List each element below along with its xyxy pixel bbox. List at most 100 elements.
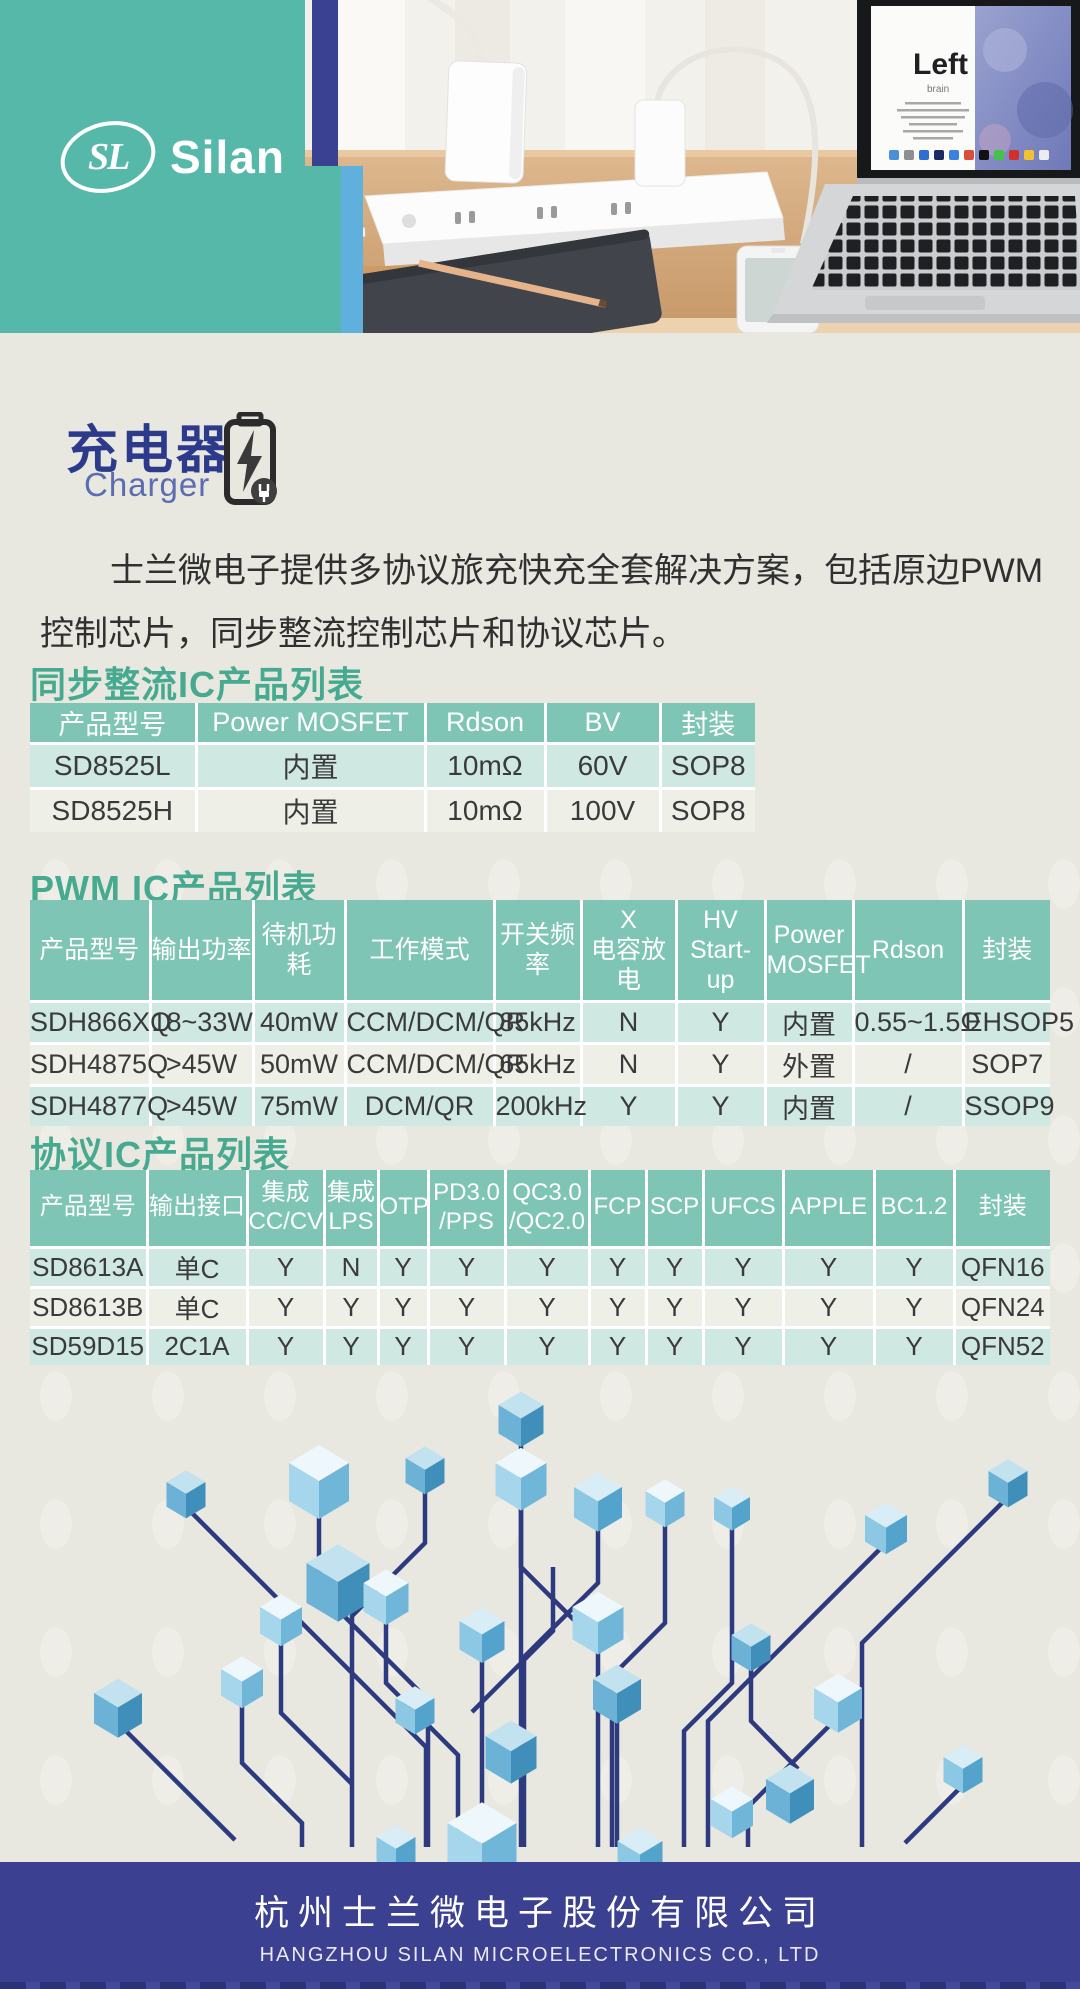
table-cell: Y [245, 1325, 326, 1365]
table-cell: Y [701, 1325, 785, 1365]
table-cell: SDH4877Q [30, 1084, 168, 1126]
table-cell: / [851, 1042, 965, 1087]
column-header: 待机功耗 [251, 900, 347, 1003]
brand-panel: SL Silan [0, 0, 305, 333]
table-row: SD8613A 单C Y N Y Y Y Y Y Y Y Y QFN16 [30, 1245, 1050, 1289]
column-header: 输出接口 [145, 1170, 249, 1249]
table-cell: 40mW [251, 1000, 347, 1045]
table-cell: Y [245, 1245, 326, 1289]
table-cell: Y [245, 1285, 326, 1329]
table-cell: Y [701, 1285, 785, 1329]
column-header: 产品型号 [30, 1170, 149, 1249]
brand-name: Silan [170, 131, 285, 183]
table-cell: 外置 [763, 1042, 855, 1087]
table-cell: >45W [148, 1084, 255, 1126]
table-cell: Y [872, 1285, 956, 1329]
charger-adapter [444, 60, 528, 184]
company-name-en: HANGZHOU SILAN MICROELECTRONICS CO., LTD [259, 1943, 821, 1966]
table-cell: Y [781, 1325, 876, 1365]
table-cell: SDH866XQ [30, 1000, 171, 1045]
column-header: SCP [644, 1170, 705, 1249]
intro-paragraph: 士兰微电子提供多协议旅充快充全套解决方案，包括原边PWM控制芯片，同步整流控制芯… [40, 552, 1044, 653]
table-cell: 内置 [763, 1084, 855, 1126]
column-header: Power MOSFET [763, 900, 871, 1003]
laptop: Left brain [767, 0, 1080, 323]
column-header: HV Start-up [674, 900, 767, 1003]
silan-logo: SL Silan [52, 111, 285, 203]
table-cell: 65kHz [492, 1042, 583, 1087]
page-title: 充电器 [66, 422, 232, 480]
table-cell: Y [426, 1325, 507, 1365]
battery-charging-icon [224, 412, 277, 505]
desk-photo: Left brain [305, 0, 1080, 333]
column-header: FCP [587, 1170, 648, 1249]
table-cell: Y [322, 1325, 380, 1365]
column-header: X 电容放电 [579, 900, 678, 1003]
table-cell: Y [644, 1285, 705, 1329]
table-row: SD8525L 内置 10mΩ 60V SOP8 [30, 742, 755, 790]
table-cell: >45W [148, 1042, 255, 1087]
table-cell: QFN24 [952, 1285, 1050, 1329]
table-cell: Y [579, 1084, 678, 1126]
table-cell: 内置 [194, 787, 427, 832]
column-header: UFCS [701, 1170, 785, 1249]
table-cell: Y [376, 1285, 430, 1329]
table-cell: N [579, 1000, 678, 1045]
table-cell: Y [376, 1325, 430, 1365]
section-heading-sync-rectifier: 同步整流IC产品列表 [30, 664, 365, 705]
column-header: 输出功率 [148, 900, 255, 1003]
table-cell: Y [426, 1245, 507, 1289]
table-cell: SSOP9 [961, 1084, 1055, 1126]
table-row: SD59D15 2C1A Y Y Y Y Y Y Y Y Y Y QFN52 [30, 1325, 1050, 1365]
protocol-table: 产品型号 输出接口 集成 CC/CV 集成 LPS OTP PD3.0 /PPS QC3.0… [30, 1170, 1050, 1365]
company-name-zh: 杭州士兰微电子股份有限公司 [253, 1893, 826, 1933]
column-header: Rdson [423, 703, 547, 745]
table-cell: 0.55~1.5Ω [851, 1000, 981, 1045]
table-cell: 60V [543, 742, 662, 790]
column-header: 工作模式 [343, 900, 496, 1003]
column-header: 集成 CC/CV [245, 1170, 326, 1249]
table-cell: Y [587, 1325, 648, 1365]
table-cell: CCM/DCM/QR [343, 1000, 525, 1045]
table-cell: DCM/QR [343, 1084, 496, 1126]
table-row: SDH4875Q >45W 50mW CCM/DCM/QR 65kHz N Y 外置 / SOP7 [30, 1042, 1050, 1087]
table-cell: Y [701, 1245, 785, 1289]
table-cell: 内置 [194, 742, 427, 790]
table-cell: Y [503, 1285, 591, 1329]
column-header: 集成 LPS [322, 1170, 380, 1249]
table-cell: EHSOP5 [961, 1000, 1074, 1045]
page-subtitle: Charger [84, 466, 211, 503]
table-cell: 内置 [763, 1000, 855, 1045]
column-header: Rdson [851, 900, 965, 1003]
table-cell: Y [644, 1245, 705, 1289]
table-cell: N [322, 1245, 380, 1289]
dock-icons [889, 150, 1049, 160]
table-cell: Y [781, 1285, 876, 1329]
table-cell: 2C1A [145, 1325, 249, 1365]
column-header: Power MOSFET [194, 703, 427, 745]
table-cell: SOP8 [658, 742, 755, 790]
notebook [352, 229, 662, 333]
table-cell: Y [587, 1285, 648, 1329]
section-heading-protocol: 协议IC产品列表 [30, 1134, 291, 1175]
table-row: SDH4877Q >45W 75mW DCM/QR 200kHz Y Y 内置 / SSOP9 [30, 1084, 1055, 1126]
footer: 杭州士兰微电子股份有限公司 HANGZHOU SILAN MICROELECTR… [0, 1862, 1080, 1989]
usb-charger [634, 99, 686, 187]
table-cell: 85kHz [492, 1000, 583, 1045]
table-cell: Y [503, 1245, 591, 1289]
table-cell: 单C [145, 1245, 249, 1289]
logo-monogram: SL [87, 136, 129, 179]
table-cell: Y [781, 1245, 876, 1289]
table-row: SD8525H 内置 10mΩ 100V SOP8 [30, 787, 755, 832]
table-cell: 200kHz [492, 1084, 587, 1126]
column-header: BV [543, 703, 662, 745]
table-cell: SDH4875Q [30, 1042, 168, 1087]
navy-accent-bar [312, 0, 338, 166]
table-cell: Y [503, 1325, 591, 1365]
column-header: OTP [376, 1170, 430, 1249]
table-cell: SD8525H [30, 787, 198, 832]
sky-accent-bar [341, 166, 363, 333]
pencil [418, 259, 607, 308]
table-cell: Y [872, 1245, 956, 1289]
